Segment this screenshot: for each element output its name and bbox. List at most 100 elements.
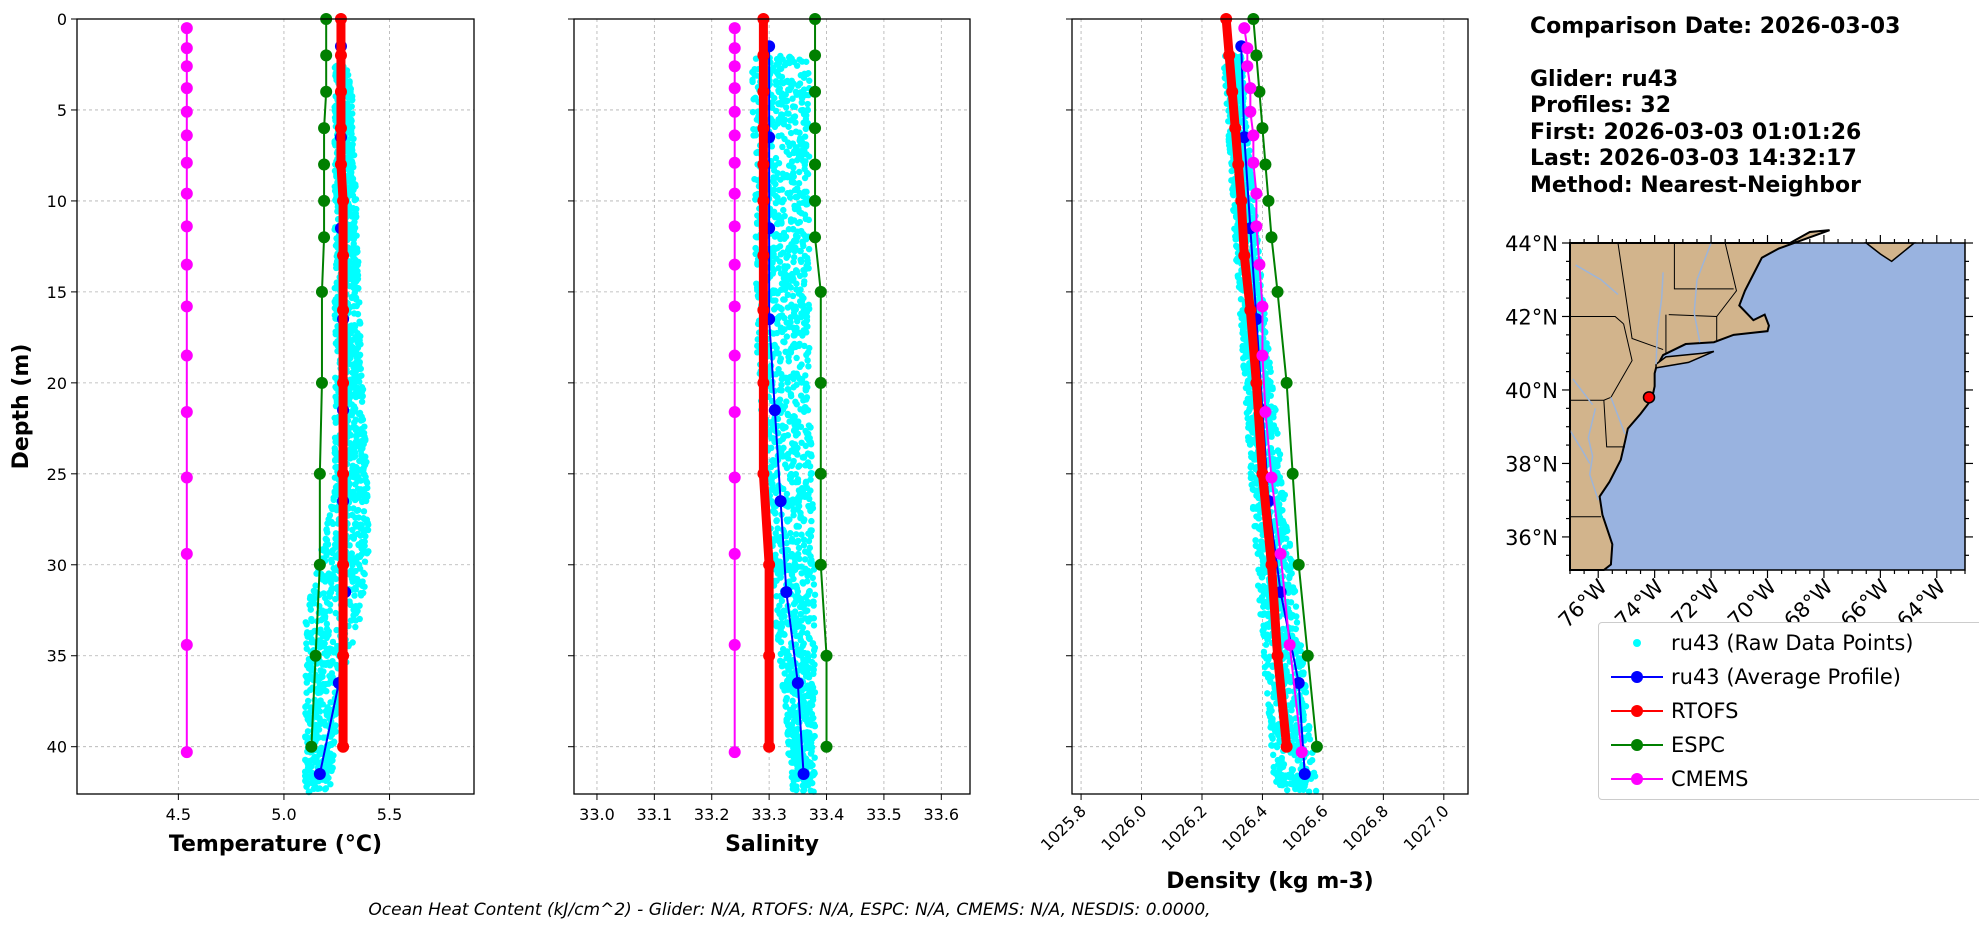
raw-data-point (1291, 587, 1299, 595)
cmems-marker (728, 156, 741, 169)
raw-data-point (361, 558, 369, 565)
espc-marker (318, 122, 331, 135)
raw-data-point (784, 59, 792, 66)
raw-data-point (1282, 563, 1290, 571)
raw-data-point (792, 598, 799, 606)
raw-data-point (784, 410, 791, 418)
raw-data-point (808, 517, 815, 525)
raw-data-point (797, 286, 804, 293)
raw-data-point (350, 505, 357, 512)
raw-data-point (804, 357, 811, 364)
raw-data-point (1241, 370, 1249, 377)
raw-data-point (801, 211, 809, 218)
raw-data-point (350, 310, 358, 317)
latitude-label: 42°N (1505, 305, 1558, 329)
raw-data-point (348, 251, 356, 259)
cmems-marker (180, 156, 193, 169)
raw-data-point (356, 561, 363, 569)
raw-data-point (1247, 421, 1254, 429)
rtofs-marker (757, 304, 770, 317)
raw-data-point (333, 396, 340, 403)
raw-data-point (772, 551, 779, 558)
raw-data-point (788, 721, 796, 728)
raw-data-point (802, 462, 809, 469)
raw-data-point (307, 602, 314, 609)
raw-data-point (308, 639, 315, 646)
raw-data-point (355, 352, 363, 360)
x-tick-label: 1026.6 (1279, 801, 1332, 854)
raw-data-point (791, 737, 798, 744)
raw-data-point (796, 340, 803, 348)
raw-data-point (360, 515, 367, 522)
raw-data-point (329, 638, 337, 646)
x-tick-label: 33.4 (809, 805, 845, 824)
raw-data-point (1287, 555, 1294, 563)
cmems-marker (180, 187, 193, 200)
raw-data-point (798, 313, 805, 321)
raw-data-point (344, 108, 352, 115)
raw-data-point (356, 615, 363, 623)
raw-data-point (332, 530, 340, 537)
rtofs-marker (337, 194, 350, 207)
raw-data-point (784, 450, 792, 458)
raw-data-point (795, 180, 803, 187)
raw-data-point (798, 258, 805, 266)
raw-data-point (784, 291, 792, 299)
espc-marker (809, 122, 822, 135)
raw-data-point (1291, 777, 1298, 784)
raw-data-point (787, 318, 794, 326)
x-tick-label: 5.0 (271, 805, 296, 824)
raw-data-point (1297, 780, 1304, 788)
cmems-marker (1265, 471, 1278, 484)
rtofs-marker (757, 249, 770, 262)
raw-data-point (1252, 479, 1259, 487)
legend-label-rtofs: RTOFS (1671, 699, 1739, 723)
cmems-marker (1247, 156, 1260, 169)
cmems-marker (1283, 638, 1296, 651)
rtofs-marker (1223, 49, 1236, 62)
raw-data-point (778, 387, 785, 394)
raw-data-point (1287, 599, 1295, 606)
raw-data-point (792, 193, 799, 201)
raw-data-point (754, 286, 761, 294)
rtofs-marker (763, 649, 776, 662)
raw-data-point (302, 733, 309, 740)
raw-data-point (800, 73, 807, 80)
raw-data-point (754, 349, 761, 356)
raw-data-point (323, 620, 331, 628)
espc-marker (820, 740, 833, 753)
raw-data-point (777, 176, 784, 183)
raw-data-point (346, 394, 353, 402)
rtofs-marker (757, 49, 770, 62)
cmems-marker (728, 105, 741, 118)
cmems-marker (728, 22, 741, 35)
raw-data-point (798, 99, 806, 106)
comparison-date: Comparison Date: 2026-03-03 (1530, 14, 1901, 39)
raw-data-point (352, 623, 359, 631)
cmems-marker (1256, 349, 1269, 362)
raw-data-point (348, 148, 355, 155)
raw-data-point (346, 542, 353, 549)
raw-data-point (804, 434, 811, 442)
raw-data-point (1228, 167, 1235, 175)
x-tick-label: 33.1 (637, 805, 673, 824)
raw-data-point (329, 764, 336, 772)
x-tick-label: 1026.2 (1158, 801, 1211, 854)
raw-data-point (331, 299, 339, 307)
raw-data-point (794, 550, 802, 558)
raw-data-point (304, 697, 312, 705)
raw-data-point (806, 77, 813, 84)
raw-data-point (771, 461, 778, 468)
raw-data-point (800, 542, 808, 549)
raw-data-point (785, 226, 793, 233)
latitude-label: 38°N (1505, 452, 1558, 476)
raw-data-point (308, 615, 315, 623)
latitude-label: 40°N (1505, 379, 1558, 403)
raw-data-point (316, 708, 324, 715)
raw-data-point (1260, 603, 1267, 610)
raw-data-point (356, 409, 364, 417)
legend-item-espc: ESPC (1599, 730, 1979, 760)
raw-data-point (782, 533, 790, 540)
raw-data-point (798, 138, 806, 145)
raw-data-point (1248, 426, 1255, 434)
